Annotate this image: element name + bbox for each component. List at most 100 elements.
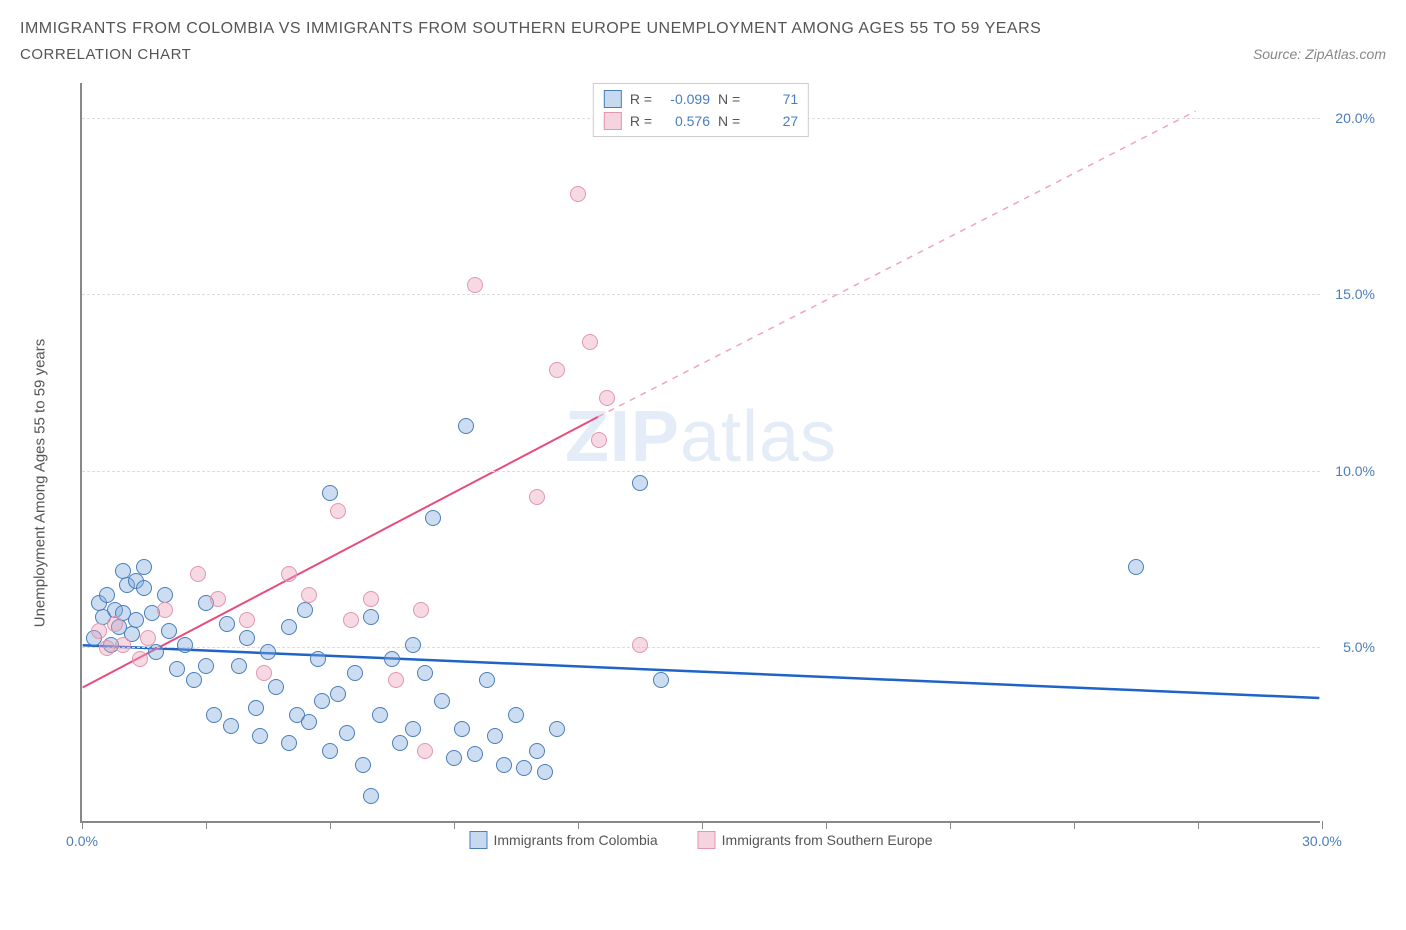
scatter-point (487, 728, 503, 744)
scatter-point (210, 591, 226, 607)
scatter-point (339, 725, 355, 741)
scatter-point (252, 728, 268, 744)
scatter-point (248, 700, 264, 716)
scatter-point (330, 686, 346, 702)
scatter-point (632, 637, 648, 653)
scatter-point (115, 637, 131, 653)
scatter-point (363, 609, 379, 625)
scatter-point (301, 587, 317, 603)
scatter-point (198, 658, 214, 674)
scatter-point (256, 665, 272, 681)
scatter-point (157, 602, 173, 618)
x-tick (454, 821, 455, 829)
legend-row-colombia: R = -0.099 N = 71 (604, 88, 798, 110)
scatter-point (301, 714, 317, 730)
n-label: N = (718, 113, 740, 129)
scatter-point (206, 707, 222, 723)
scatter-point (136, 559, 152, 575)
scatter-point (425, 510, 441, 526)
scatter-point (239, 612, 255, 628)
swatch-pink-icon (698, 831, 716, 849)
scatter-point (363, 591, 379, 607)
scatter-point (508, 707, 524, 723)
r-value-colombia: -0.099 (660, 91, 710, 107)
swatch-pink (604, 112, 622, 130)
scatter-point (223, 718, 239, 734)
swatch-blue-icon (469, 831, 487, 849)
scatter-point (496, 757, 512, 773)
scatter-point (392, 735, 408, 751)
scatter-point (281, 619, 297, 635)
scatter-point (479, 672, 495, 688)
n-value-colombia: 71 (748, 91, 798, 107)
scatter-point (169, 661, 185, 677)
x-tick-label: 30.0% (1302, 833, 1342, 849)
scatter-point (281, 735, 297, 751)
scatter-point (107, 616, 123, 632)
scatter-point (136, 580, 152, 596)
scatter-point (653, 672, 669, 688)
scatter-point (516, 760, 532, 776)
scatter-point (549, 362, 565, 378)
x-tick (1322, 821, 1323, 829)
r-value-southern-europe: 0.576 (660, 113, 710, 129)
trend-lines (82, 83, 1320, 821)
scatter-point (467, 746, 483, 762)
r-label: R = (630, 91, 652, 107)
scatter-point (467, 277, 483, 293)
scatter-point (363, 788, 379, 804)
bottom-legend-colombia: Immigrants from Colombia (469, 831, 657, 849)
scatter-point (128, 612, 144, 628)
scatter-point (190, 566, 206, 582)
n-value-southern-europe: 27 (748, 113, 798, 129)
x-tick (206, 821, 207, 829)
chart-subtitle: CORRELATION CHART (20, 46, 191, 63)
x-tick (702, 821, 703, 829)
bottom-legend: Immigrants from Colombia Immigrants from… (469, 831, 932, 849)
scatter-point (384, 651, 400, 667)
y-tick-label: 5.0% (1343, 639, 1375, 655)
scatter-point (405, 721, 421, 737)
chart-source: Source: ZipAtlas.com (1253, 46, 1386, 62)
scatter-point (454, 721, 470, 737)
scatter-point (297, 602, 313, 618)
scatter-point (537, 764, 553, 780)
x-tick (578, 821, 579, 829)
scatter-point (347, 665, 363, 681)
y-axis-label: Unemployment Among Ages 55 to 59 years (32, 339, 49, 628)
bottom-legend-label: Immigrants from Colombia (493, 832, 657, 848)
scatter-point (161, 623, 177, 639)
x-tick (826, 821, 827, 829)
scatter-point (281, 566, 297, 582)
scatter-point (314, 693, 330, 709)
legend-row-southern-europe: R = 0.576 N = 27 (604, 110, 798, 132)
scatter-point (582, 334, 598, 350)
gridline (82, 294, 1320, 295)
scatter-point (140, 630, 156, 646)
scatter-point (91, 623, 107, 639)
scatter-point (239, 630, 255, 646)
plot-area: ZIPatlas R = -0.099 N = 71 R = 0.576 N =… (80, 83, 1320, 823)
scatter-point (405, 637, 421, 653)
chart-container: Unemployment Among Ages 55 to 59 years Z… (20, 73, 1386, 893)
scatter-point (330, 503, 346, 519)
scatter-point (417, 743, 433, 759)
scatter-point (458, 418, 474, 434)
subtitle-row: CORRELATION CHART Source: ZipAtlas.com (20, 46, 1386, 63)
n-label: N = (718, 91, 740, 107)
r-label: R = (630, 113, 652, 129)
x-tick (1074, 821, 1075, 829)
scatter-point (632, 475, 648, 491)
scatter-point (310, 651, 326, 667)
swatch-blue (604, 90, 622, 108)
chart-title: IMMIGRANTS FROM COLOMBIA VS IMMIGRANTS F… (20, 20, 1386, 38)
y-tick-label: 10.0% (1335, 463, 1375, 479)
scatter-point (1128, 559, 1144, 575)
y-tick-label: 20.0% (1335, 110, 1375, 126)
y-tick-label: 15.0% (1335, 286, 1375, 302)
x-tick-label: 0.0% (66, 833, 98, 849)
x-tick (1198, 821, 1199, 829)
correlation-legend: R = -0.099 N = 71 R = 0.576 N = 27 (593, 83, 809, 137)
scatter-point (99, 640, 115, 656)
scatter-point (343, 612, 359, 628)
